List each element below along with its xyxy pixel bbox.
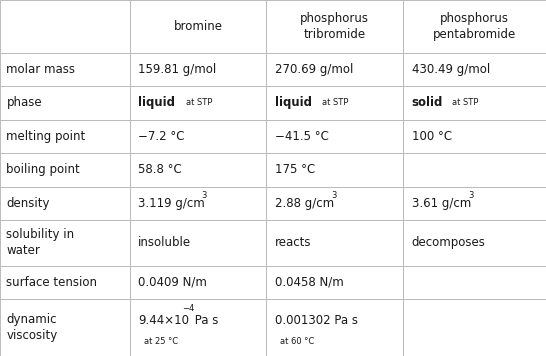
Bar xyxy=(130,0,266,53)
Text: solubility in
water: solubility in water xyxy=(7,228,75,257)
Bar xyxy=(0,53,130,86)
Bar xyxy=(403,120,546,153)
Bar xyxy=(0,299,130,356)
Bar xyxy=(130,153,266,187)
Bar xyxy=(266,187,403,220)
Bar xyxy=(403,299,546,356)
Bar xyxy=(0,120,130,153)
Bar xyxy=(403,153,546,187)
Text: liquid: liquid xyxy=(275,96,312,109)
Bar xyxy=(266,53,403,86)
Text: −7.2 °C: −7.2 °C xyxy=(138,130,185,143)
Text: 430.49 g/mol: 430.49 g/mol xyxy=(412,63,490,76)
Text: 3.119 g/cm: 3.119 g/cm xyxy=(138,197,205,210)
Text: 3: 3 xyxy=(468,192,473,200)
Text: 3.61 g/cm: 3.61 g/cm xyxy=(412,197,471,210)
Text: at 60 °C: at 60 °C xyxy=(280,337,314,346)
Text: at STP: at STP xyxy=(453,98,479,108)
Text: 3: 3 xyxy=(331,192,336,200)
Bar xyxy=(130,299,266,356)
Bar xyxy=(266,220,403,266)
Text: reacts: reacts xyxy=(275,236,311,249)
Bar xyxy=(266,0,403,53)
Bar xyxy=(130,120,266,153)
Bar xyxy=(403,53,546,86)
Text: density: density xyxy=(7,197,50,210)
Text: insoluble: insoluble xyxy=(138,236,191,249)
Text: 2.88 g/cm: 2.88 g/cm xyxy=(275,197,334,210)
Bar xyxy=(403,86,546,120)
Text: at STP: at STP xyxy=(186,98,212,108)
Text: molar mass: molar mass xyxy=(7,63,75,76)
Text: 159.81 g/mol: 159.81 g/mol xyxy=(138,63,216,76)
Bar xyxy=(0,266,130,299)
Text: surface tension: surface tension xyxy=(7,276,98,289)
Text: −41.5 °C: −41.5 °C xyxy=(275,130,329,143)
Text: at STP: at STP xyxy=(322,98,348,108)
Text: 100 °C: 100 °C xyxy=(412,130,452,143)
Bar xyxy=(130,187,266,220)
Text: at 25 °C: at 25 °C xyxy=(144,337,178,346)
Bar xyxy=(266,299,403,356)
Bar xyxy=(403,187,546,220)
Bar xyxy=(130,266,266,299)
Text: phosphorus
tribromide: phosphorus tribromide xyxy=(300,12,369,41)
Bar xyxy=(0,0,130,53)
Bar xyxy=(130,86,266,120)
Text: 175 °C: 175 °C xyxy=(275,163,315,176)
Bar xyxy=(0,153,130,187)
Text: melting point: melting point xyxy=(7,130,86,143)
Text: 58.8 °C: 58.8 °C xyxy=(138,163,182,176)
Bar xyxy=(403,220,546,266)
Text: 0.001302 Pa s: 0.001302 Pa s xyxy=(275,314,358,327)
Bar xyxy=(130,220,266,266)
Bar xyxy=(266,153,403,187)
Bar xyxy=(266,120,403,153)
Text: −4: −4 xyxy=(182,304,194,313)
Bar xyxy=(403,266,546,299)
Bar xyxy=(266,266,403,299)
Text: Pa s: Pa s xyxy=(191,314,218,327)
Text: liquid: liquid xyxy=(138,96,175,109)
Bar xyxy=(0,86,130,120)
Bar xyxy=(0,187,130,220)
Text: 3: 3 xyxy=(201,192,206,200)
Text: phosphorus
pentabromide: phosphorus pentabromide xyxy=(433,12,516,41)
Text: bromine: bromine xyxy=(174,20,223,33)
Bar xyxy=(266,86,403,120)
Text: 0.0409 N/m: 0.0409 N/m xyxy=(138,276,207,289)
Text: phase: phase xyxy=(7,96,42,109)
Bar xyxy=(403,0,546,53)
Bar xyxy=(0,220,130,266)
Text: boiling point: boiling point xyxy=(7,163,80,176)
Text: 0.0458 N/m: 0.0458 N/m xyxy=(275,276,343,289)
Text: dynamic
viscosity: dynamic viscosity xyxy=(7,313,58,342)
Bar xyxy=(130,53,266,86)
Text: 9.44×10: 9.44×10 xyxy=(138,314,189,327)
Text: solid: solid xyxy=(412,96,443,109)
Text: 270.69 g/mol: 270.69 g/mol xyxy=(275,63,353,76)
Text: decomposes: decomposes xyxy=(412,236,485,249)
